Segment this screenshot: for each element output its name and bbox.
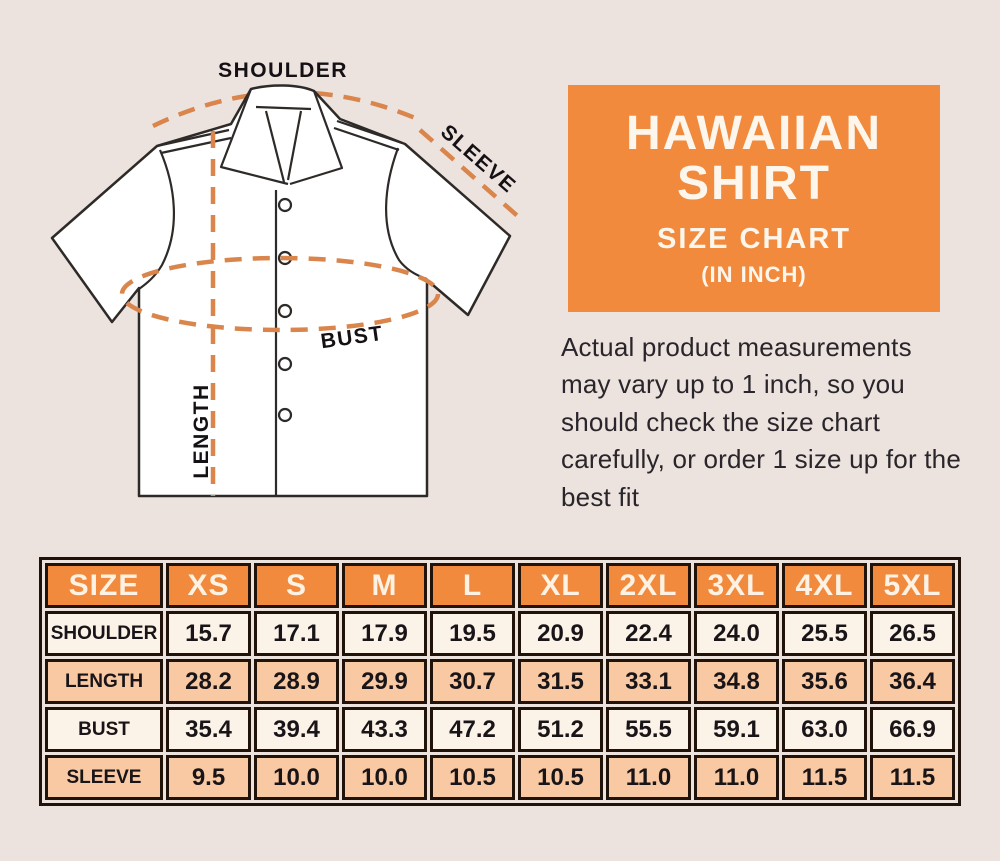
measurement-cell: 17.9: [342, 611, 427, 656]
measurement-cell: 39.4: [254, 707, 339, 752]
right-yoke-seam-2: [333, 126, 400, 152]
measurement-cell: 11.0: [694, 755, 779, 800]
left-collar-seam: [219, 88, 289, 186]
shirt-seams: [138, 88, 428, 496]
measure-lines: [119, 128, 523, 496]
measurement-cell: 20.9: [518, 611, 603, 656]
measurement-cell: 59.1: [694, 707, 779, 752]
header-cell-xs: XS: [166, 563, 251, 608]
header-cell-l: L: [430, 563, 515, 608]
measurement-cell: 35.6: [782, 659, 867, 704]
measurement-cell: 11.0: [606, 755, 691, 800]
measurement-cell: 34.8: [694, 659, 779, 704]
row-label-shoulder: SHOULDER: [45, 611, 163, 656]
header-cell-4xl: 4XL: [782, 563, 867, 608]
measurement-cell: 22.4: [606, 611, 691, 656]
title-card: HAWAIIAN SHIRT SIZE CHART (IN INCH): [568, 85, 940, 312]
left-armhole-seam: [138, 149, 175, 290]
measurement-cell: 17.1: [254, 611, 339, 656]
header-cell-m: M: [342, 563, 427, 608]
shirt-outline: [50, 84, 512, 498]
measurement-cell: 33.1: [606, 659, 691, 704]
header-cell-2xl: 2XL: [606, 563, 691, 608]
measurement-cell: 11.5: [870, 755, 955, 800]
button-icon: [277, 356, 293, 372]
header-cell-5xl: 5XL: [870, 563, 955, 608]
size-table: SIZE XS S M L XL 2XL 3XL 4XL 5XL SHOULDE…: [39, 557, 961, 806]
measurement-cell: 28.2: [166, 659, 251, 704]
measurement-cell: 10.0: [342, 755, 427, 800]
right-collar-seam: [289, 90, 344, 186]
table-row-length: LENGTH 28.2 28.9 29.9 30.7 31.5 33.1 34.…: [45, 659, 955, 704]
right-armhole-seam: [385, 147, 428, 281]
measurement-cell: 43.3: [342, 707, 427, 752]
collar-band-seam: [255, 105, 312, 111]
left-yoke-seam-2: [160, 136, 232, 155]
header-cell-3xl: 3XL: [694, 563, 779, 608]
header-cell-s: S: [254, 563, 339, 608]
measurement-cell: 31.5: [518, 659, 603, 704]
measurement-cell: 47.2: [430, 707, 515, 752]
measurement-cell: 9.5: [166, 755, 251, 800]
left-yoke-seam: [156, 128, 230, 148]
measurement-cell: 11.5: [782, 755, 867, 800]
table-row-sleeve: SLEEVE 9.5 10.0 10.0 10.5 10.5 11.0 11.0…: [45, 755, 955, 800]
measurement-cell: 66.9: [870, 707, 955, 752]
measurement-cell: 10.5: [518, 755, 603, 800]
bust-measure-ellipse: [119, 255, 441, 333]
table-row-shoulder: SHOULDER 15.7 17.1 17.9 19.5 20.9 22.4 2…: [45, 611, 955, 656]
unit-note: (IN INCH): [701, 262, 807, 288]
page-title-line2: SHIRT: [677, 156, 831, 210]
shoulder-measure-arc: [152, 90, 416, 129]
neck-v-left-seam: [264, 110, 286, 183]
page-title-line1: HAWAIIAN: [626, 106, 882, 160]
measurement-cell: 55.5: [606, 707, 691, 752]
measurement-cell: 36.4: [870, 659, 955, 704]
measurement-cell: 10.5: [430, 755, 515, 800]
measurement-cell: 10.0: [254, 755, 339, 800]
length-label: LENGTH: [190, 383, 213, 478]
table-header-row: SIZE XS S M L XL 2XL 3XL 4XL 5XL: [45, 563, 955, 608]
page-subtitle: SIZE CHART: [657, 223, 851, 256]
measurement-cell: 26.5: [870, 611, 955, 656]
sleeve-measure-line: [418, 128, 523, 221]
measurement-cell: 19.5: [430, 611, 515, 656]
measurement-cell: 29.9: [342, 659, 427, 704]
row-label-length: LENGTH: [45, 659, 163, 704]
shirt-diagram: SHOULDER SLEEVE BUST LENGTH: [50, 59, 523, 498]
measurement-cell: 15.7: [166, 611, 251, 656]
description-text: Actual product measurements may vary up …: [561, 332, 961, 512]
shoulder-label: SHOULDER: [218, 59, 348, 82]
button-column: [277, 197, 293, 423]
row-label-sleeve: SLEEVE: [45, 755, 163, 800]
neck-v-right-seam: [286, 110, 303, 181]
measurement-cell: 51.2: [518, 707, 603, 752]
button-icon: [277, 197, 293, 213]
measurement-cell: 30.7: [430, 659, 515, 704]
table-row-bust: BUST 35.4 39.4 43.3 47.2 51.2 55.5 59.1 …: [45, 707, 955, 752]
measurement-cell: 35.4: [166, 707, 251, 752]
right-yoke-seam: [336, 119, 403, 145]
button-icon: [277, 303, 293, 319]
header-cell-xl: XL: [518, 563, 603, 608]
row-label-bust: BUST: [45, 707, 163, 752]
measurement-cell: 25.5: [782, 611, 867, 656]
measurement-cell: 63.0: [782, 707, 867, 752]
measurement-cell: 24.0: [694, 611, 779, 656]
button-icon: [277, 407, 293, 423]
measurement-cell: 28.9: [254, 659, 339, 704]
header-cell-size: SIZE: [45, 563, 163, 608]
